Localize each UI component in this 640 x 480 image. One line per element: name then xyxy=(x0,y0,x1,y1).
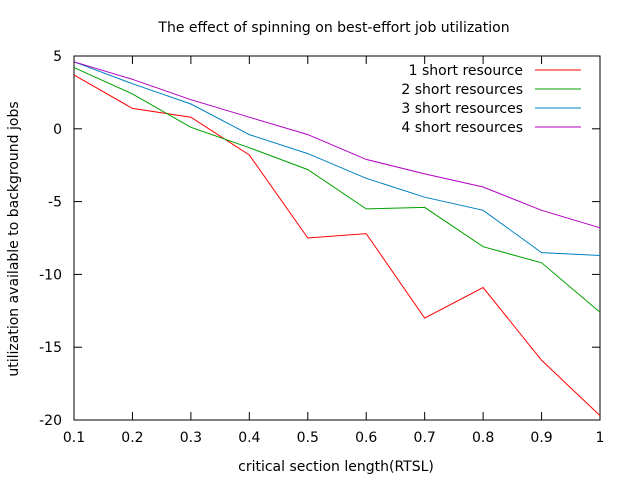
x-tick-label: 0.7 xyxy=(414,430,436,446)
x-axis-title: critical section length(RTSL) xyxy=(238,459,434,475)
x-tick-label: 0.2 xyxy=(121,430,143,446)
y-tick-label: -20 xyxy=(39,413,62,429)
axis-ticks xyxy=(73,55,601,421)
plot-frame xyxy=(73,55,601,421)
legend-label-2: 2 short resources xyxy=(401,82,523,98)
x-tick-label: 1 xyxy=(596,430,605,446)
y-tick-label: -15 xyxy=(39,340,62,356)
axis-tick-labels: 0.1 0.2 0.3 0.4 0.5 0.6 0.7 0.8 0.9 1 5 0 -5 -10 -15 -2… xyxy=(39,49,604,446)
x-tick-label: 0.9 xyxy=(530,430,552,446)
legend: 1 short resource 2 short resources 3 short… xyxy=(401,63,581,136)
series-line-1 xyxy=(73,74,601,416)
series-line-2 xyxy=(73,67,601,313)
chart-title: The effect of spinning on best-effort jo… xyxy=(157,20,509,36)
x-tick-label: 0.3 xyxy=(180,430,202,446)
series-line-3 xyxy=(73,61,601,256)
legend-label-3: 3 short resources xyxy=(401,101,523,117)
x-tick-label: 0.6 xyxy=(355,430,377,446)
y-tick-label: 5 xyxy=(53,49,62,65)
y-tick-label: -10 xyxy=(39,267,62,283)
y-tick-label: 0 xyxy=(53,122,62,138)
legend-label-4: 4 short resources xyxy=(401,120,523,136)
x-tick-label: 0.5 xyxy=(297,430,319,446)
x-tick-label: 0.8 xyxy=(472,430,494,446)
series-lines xyxy=(73,61,601,416)
series-line-4 xyxy=(73,61,601,229)
legend-label-1: 1 short resource xyxy=(409,63,523,79)
y-axis-title: utilization available to background jobs xyxy=(6,101,22,376)
x-tick-label: 0.1 xyxy=(63,430,85,446)
y-tick-label: -5 xyxy=(48,195,62,211)
x-tick-label: 0.4 xyxy=(238,430,260,446)
